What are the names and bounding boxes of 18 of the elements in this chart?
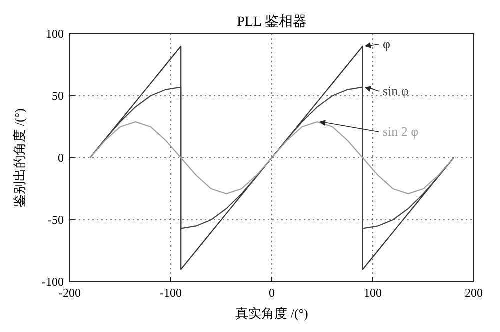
line-series <box>90 121 454 195</box>
x-tick-label: 100 <box>364 286 382 300</box>
y-tick-label: -100 <box>42 275 64 289</box>
series-label: φ <box>383 36 391 52</box>
x-tick-label: 0 <box>269 286 275 300</box>
x-tick-label: -200 <box>59 286 81 300</box>
y-axis-title: 鉴别出的角度 /(°) <box>12 108 27 208</box>
x-tick-label: 200 <box>465 286 483 300</box>
text: sin 2 φ <box>383 124 419 140</box>
y-tick-label: 100 <box>46 27 64 41</box>
y-tick-label: 0 <box>58 151 64 165</box>
y-tick-label: 50 <box>52 89 64 103</box>
x-axis-title: 真实角度 /(°) <box>236 306 308 321</box>
x-tick-label: -100 <box>160 286 182 300</box>
series-label: sin φ <box>383 83 409 98</box>
y-tick-label: -50 <box>48 213 64 227</box>
chart-title: PLL 鉴相器 <box>237 14 307 30</box>
line-series <box>90 86 454 230</box>
